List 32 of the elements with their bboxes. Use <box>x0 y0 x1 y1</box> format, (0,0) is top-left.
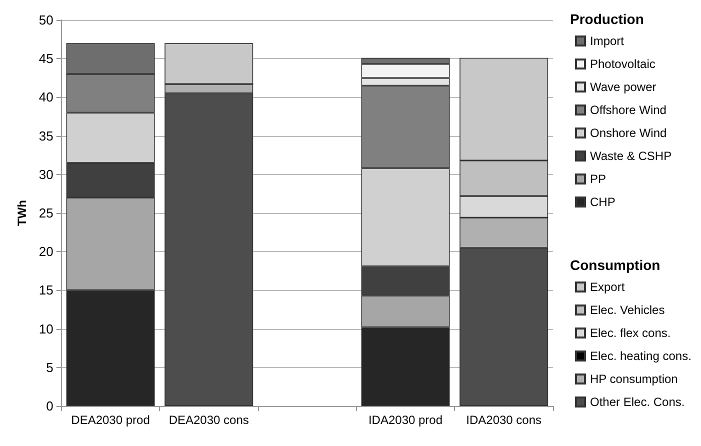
legend-label: Offshore Wind <box>590 103 666 117</box>
legend-label: Onshore Wind <box>590 126 667 140</box>
x-tick-label: DEA2030 prod <box>71 413 150 427</box>
x-tick-label: DEA2030 cons <box>168 413 249 427</box>
legend-label: CHP <box>590 195 616 209</box>
legend-label: PP <box>590 172 606 186</box>
x-tick-label: IDA2030 cons <box>466 413 542 427</box>
x-tick-label: IDA2030 prod <box>368 413 443 427</box>
legend-label: Export <box>590 280 626 294</box>
legend-label: Wave power <box>590 80 656 94</box>
y-tick-label: 20 <box>38 244 54 260</box>
y-tick-label: 40 <box>38 90 54 105</box>
legend-label: Other Elec. Cons. <box>590 395 685 409</box>
y-tick-label: 45 <box>38 51 54 66</box>
text: Production <box>570 11 644 27</box>
legend-label: Photovoltaic <box>590 57 656 71</box>
text: Consumption <box>570 257 660 273</box>
legend-label: HP consumption <box>590 372 678 386</box>
y-tick-label: 15 <box>38 282 54 298</box>
y-tick-label: 35 <box>38 128 54 144</box>
legend-label: Elec. heating cons. <box>590 349 692 363</box>
y-tick-label: 30 <box>38 166 54 182</box>
y-tick-label: 0 <box>46 398 54 414</box>
y-axis-title: TWh <box>15 200 29 226</box>
legend-label: Waste & CSHP <box>590 149 672 163</box>
y-tick-label: 25 <box>38 206 54 220</box>
legend-label: Elec. flex cons. <box>590 326 671 340</box>
y-tick-label: 5 <box>46 360 54 375</box>
y-tick-label: 50 <box>38 12 54 28</box>
y-tick-label: 10 <box>38 321 54 336</box>
legend-label: Elec. Vehicles <box>590 303 665 317</box>
legend-label: Import <box>590 34 625 48</box>
